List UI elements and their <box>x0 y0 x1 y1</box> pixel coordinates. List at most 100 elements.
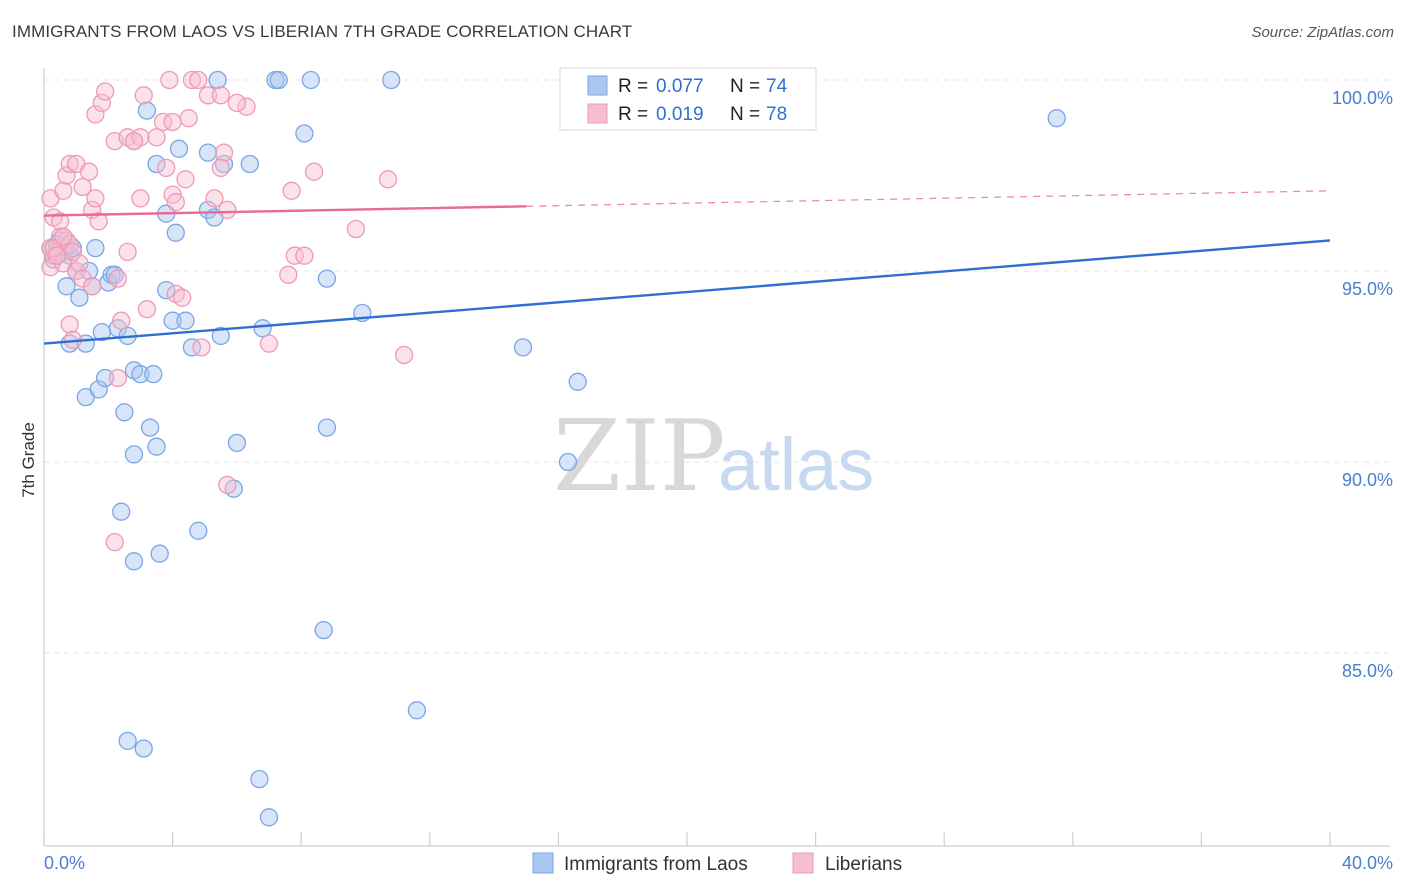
liberians-point-59 <box>198 86 218 105</box>
liberians-point-25 <box>108 269 128 288</box>
laos-point-28 <box>144 364 163 384</box>
bottom-legend-label-laos: Immigrants from Laos <box>564 854 748 875</box>
laos-point-51 <box>253 319 272 338</box>
laos-point-47 <box>163 311 182 330</box>
liberians-point-70 <box>394 345 414 365</box>
liberians-point-67 <box>279 265 298 284</box>
chart-title: IMMIGRANTS FROM LAOS VS LIBERIAN 7TH GRA… <box>12 22 633 41</box>
liberians-point-39 <box>157 158 176 178</box>
y-tick-label-95: 95.0% <box>1342 279 1393 299</box>
laos-point-60 <box>134 739 153 758</box>
laos-point-59 <box>118 731 137 751</box>
liberians-point-57 <box>182 70 202 90</box>
legend-swatch-laos <box>587 75 608 96</box>
legend-swatch-liberians <box>587 103 608 124</box>
liberians-point-68 <box>295 246 314 265</box>
laos-point-54 <box>317 269 337 288</box>
liberians-point-48 <box>192 338 211 357</box>
laos-point-41 <box>166 223 185 242</box>
y-tick-labels: 100.0% 95.0% 90.0% 85.0% <box>1332 88 1393 681</box>
legend-r-value-liberians: 0.019 <box>656 104 704 125</box>
laos-point-37 <box>147 154 166 174</box>
laos-point-73 <box>1047 109 1066 128</box>
laos-point-36 <box>137 101 157 120</box>
liberians-point-44 <box>205 189 224 208</box>
liberians-point-60 <box>211 86 230 105</box>
stats-legend: R = 0.077 N = 74 R = 0.019 N = 78 <box>559 67 817 131</box>
laos-point-46 <box>157 280 176 300</box>
legend-n-label-liberians: N = <box>730 104 760 125</box>
laos-point-31 <box>147 437 166 456</box>
liberians-point-61 <box>237 97 256 116</box>
liberians-point-24 <box>83 277 102 296</box>
laos-point-70 <box>568 372 587 391</box>
watermark-atlas: atlas <box>718 423 874 506</box>
laos-point-8 <box>57 277 76 296</box>
laos-point-26 <box>95 368 115 388</box>
liberians-point-77 <box>54 227 73 246</box>
liberians-point-23 <box>73 269 92 288</box>
liberians-point-49 <box>137 300 157 319</box>
trendline-laos <box>43 239 1331 345</box>
laos-point-35 <box>189 521 208 540</box>
x-tick-label-max: 40.0% <box>1342 853 1393 873</box>
laos-point-29 <box>124 445 144 464</box>
laos-point-52 <box>227 433 247 453</box>
liberians-point-35 <box>147 128 166 147</box>
y-tick-label-90: 90.0% <box>1342 470 1393 490</box>
liberians-point-16 <box>73 177 92 197</box>
liberians-point-19 <box>86 189 105 208</box>
liberians-point-38 <box>179 109 198 128</box>
y-tick-label-85: 85.0% <box>1342 661 1393 681</box>
liberians-point-55 <box>134 86 153 105</box>
liberians-point-58 <box>189 70 208 90</box>
laos-point-57 <box>314 620 333 640</box>
laos-point-67 <box>382 70 401 90</box>
laos-point-49 <box>182 338 202 357</box>
laos-point-61 <box>250 769 269 789</box>
liberians-point-66 <box>285 246 304 265</box>
liberians-point-22 <box>70 254 89 273</box>
liberians-point-52 <box>86 105 105 124</box>
liberians-point-76 <box>227 93 247 113</box>
laos-point-62 <box>259 808 279 827</box>
x-axis-ticks <box>43 832 1331 846</box>
laos-point-15 <box>86 238 105 258</box>
laos-point-63 <box>208 70 227 90</box>
laos-point-48 <box>176 311 195 330</box>
y-tick-label-100: 100.0% <box>1332 88 1393 108</box>
laos-point-69 <box>513 338 533 357</box>
laos-point-71 <box>558 452 578 472</box>
liberians-point-72 <box>105 533 124 552</box>
liberians-point-51 <box>211 158 230 178</box>
watermark: ZIP atlas <box>553 400 874 514</box>
bottom-legend-swatch-liberians <box>792 852 814 874</box>
watermark-zip: ZIP <box>553 400 726 514</box>
liberians-point-64 <box>346 219 366 239</box>
x-tick-label-min: 0.0% <box>44 853 85 873</box>
laos-point-45 <box>240 154 259 174</box>
liberians-point-12 <box>54 181 73 200</box>
laos-point-32 <box>112 502 131 521</box>
liberians-point-29 <box>112 311 131 330</box>
trendline-liberians <box>43 205 527 217</box>
liberians-point-27 <box>60 315 79 334</box>
liberians-point-69 <box>259 334 279 353</box>
laos-point-11 <box>70 288 89 307</box>
liberians-point-43 <box>166 193 185 212</box>
bottom-legend-label-liberians: Liberians <box>825 854 902 875</box>
trendline-liberians-extension <box>526 190 1331 207</box>
legend-n-value-liberians: 78 <box>766 104 787 125</box>
laos-point-27 <box>115 403 134 422</box>
trendlines <box>43 190 1331 345</box>
legend-n-value-laos: 74 <box>766 76 788 97</box>
liberians-point-47 <box>173 288 192 307</box>
laos-point-56 <box>317 418 337 437</box>
laos-point-58 <box>407 701 427 720</box>
liberians-point-65 <box>378 170 398 189</box>
liberians-point-42 <box>131 189 150 208</box>
liberians-point-75 <box>124 131 144 151</box>
laos-point-38 <box>169 139 189 158</box>
laos-point-50 <box>211 326 230 346</box>
laos-point-65 <box>269 70 288 90</box>
